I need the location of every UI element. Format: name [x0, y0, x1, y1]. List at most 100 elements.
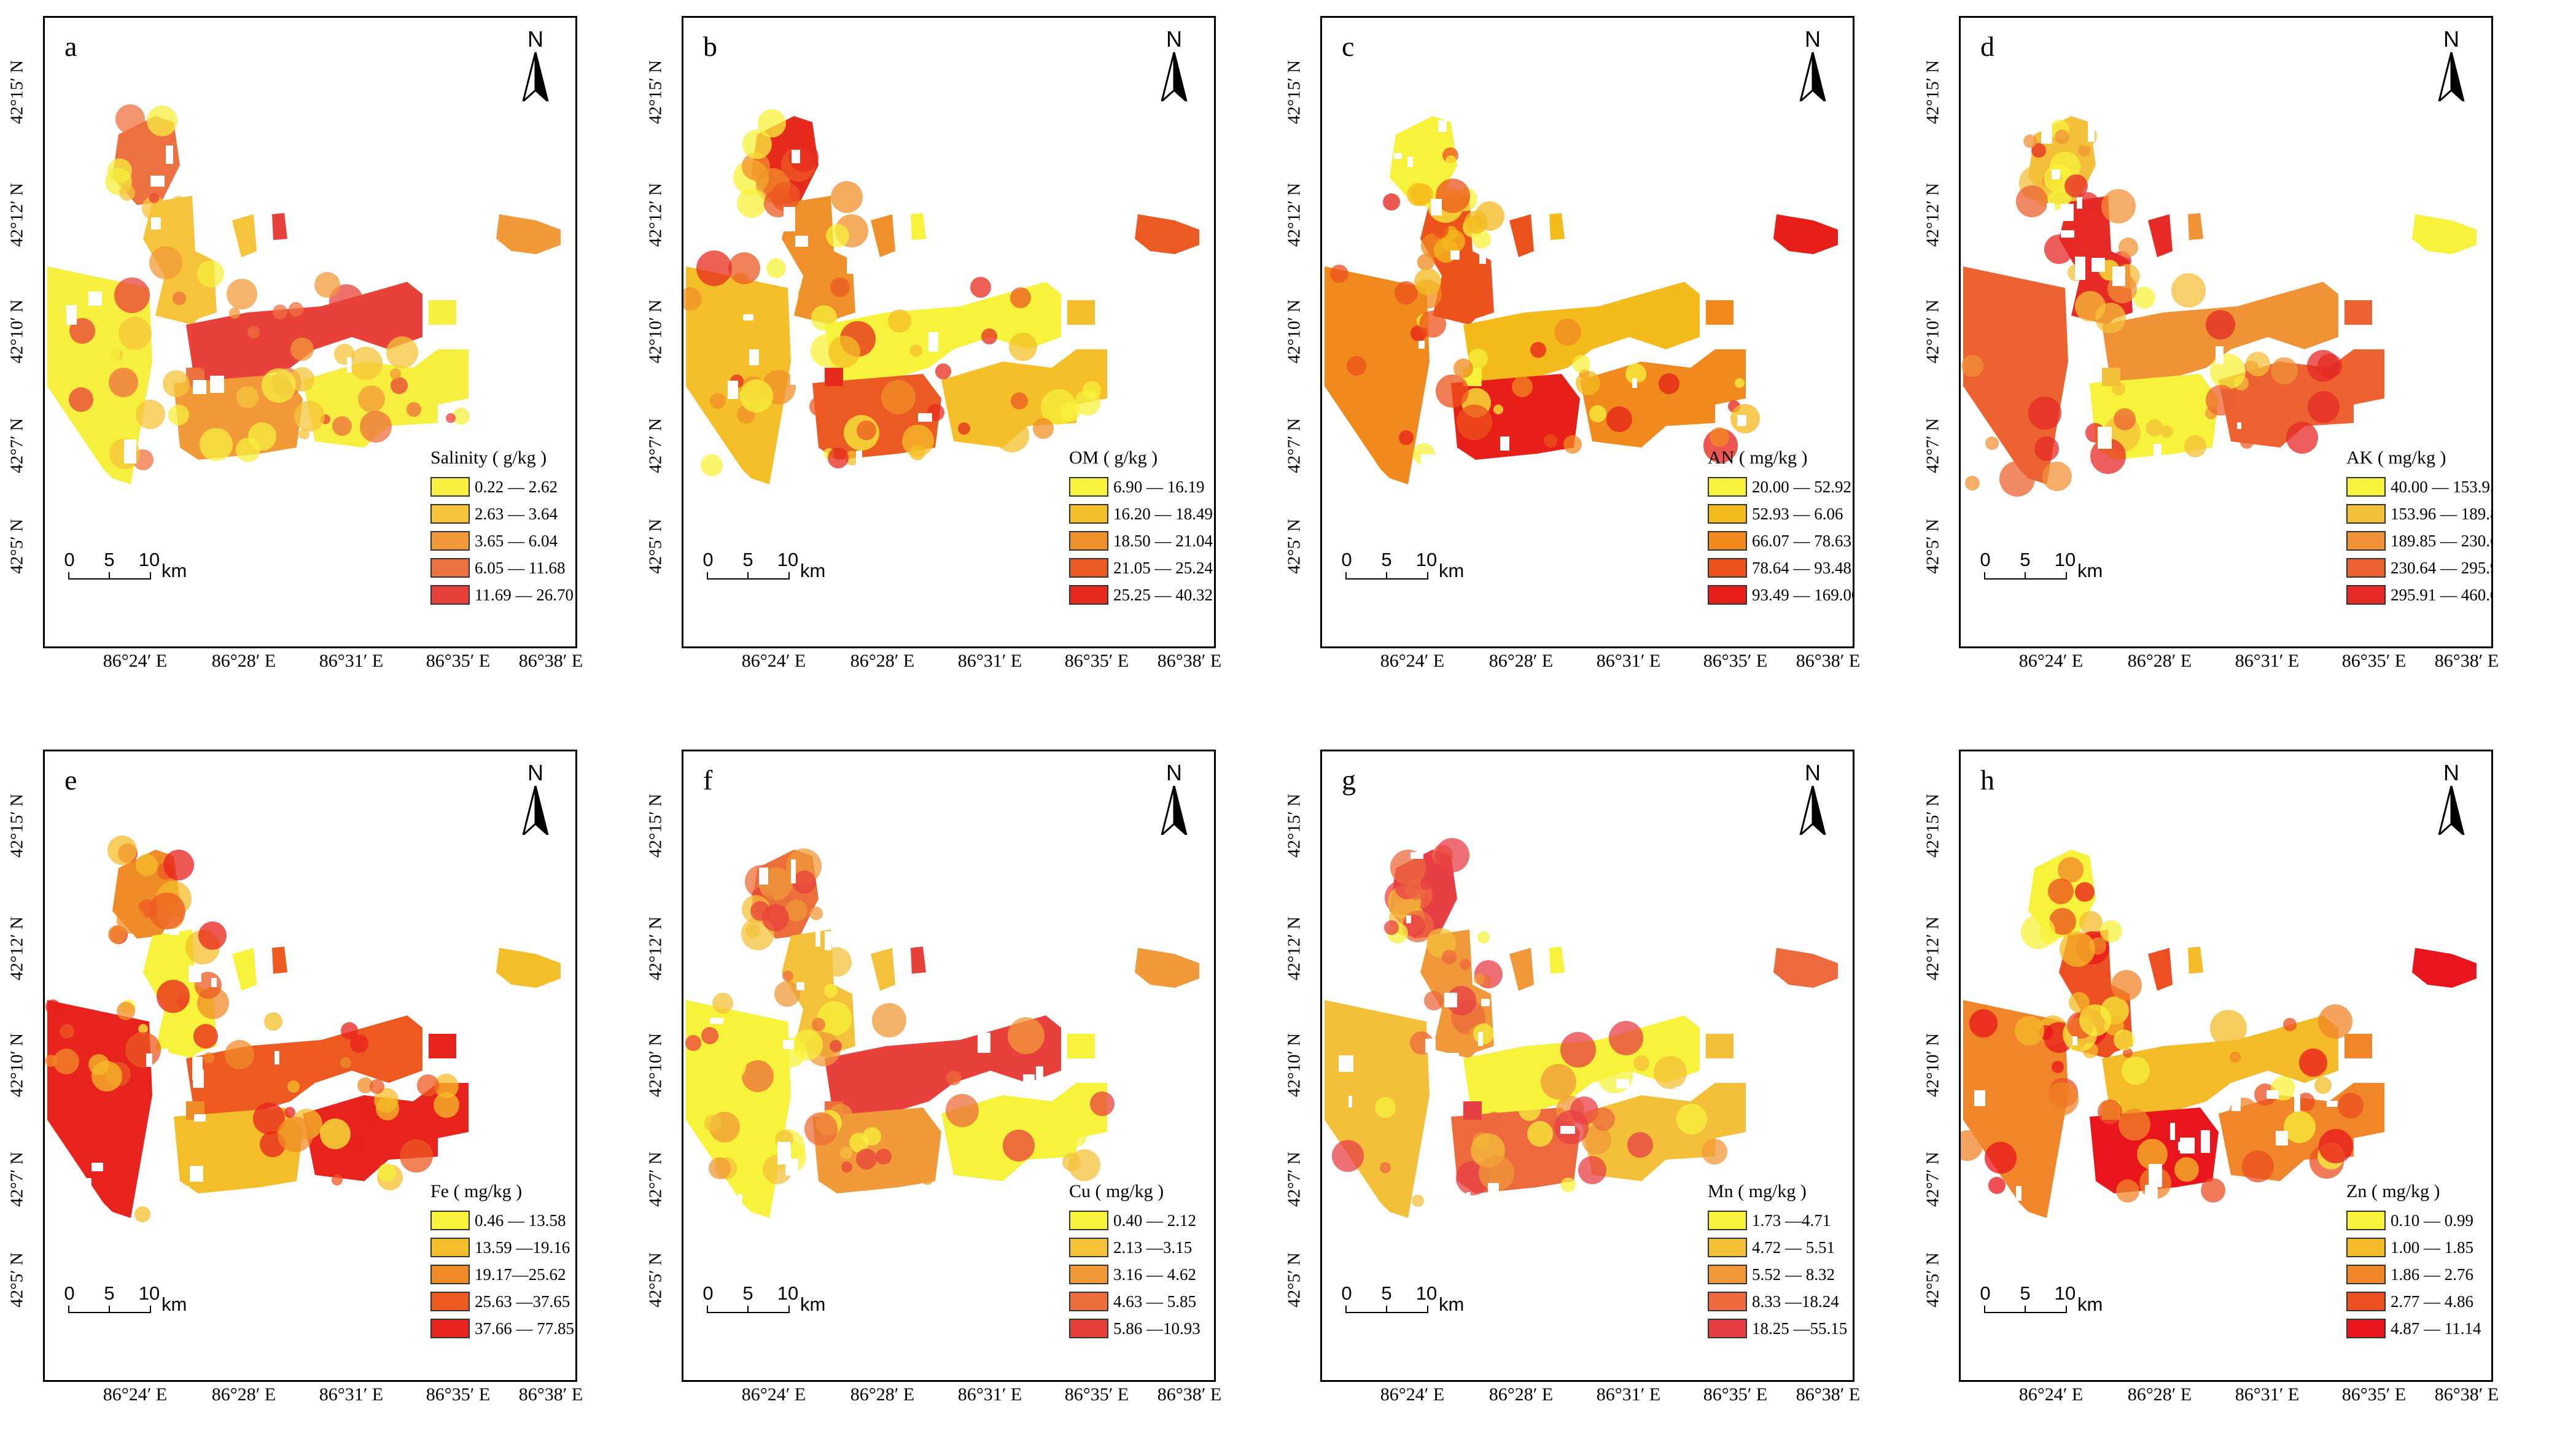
map-patch — [2286, 422, 2318, 454]
map-patch — [1560, 1032, 1596, 1068]
map-patch — [1474, 974, 1485, 985]
legend-item: 3.16 — 4.62 — [1069, 1261, 1214, 1288]
map-patch — [785, 899, 807, 921]
legend-class-label: 4.63 — 5.85 — [1113, 1292, 1196, 1311]
scale-tick — [2066, 1306, 2067, 1313]
x-tick-label: 86°24′ E — [2018, 651, 2084, 671]
map-gap — [274, 1051, 279, 1065]
scale-label-0: 0 — [1341, 1282, 1352, 1304]
scale-label-10: 10 — [777, 1282, 799, 1304]
map-patch — [793, 871, 816, 894]
scale-tick — [109, 1306, 110, 1313]
map-region — [911, 947, 926, 974]
map-frame: g N Mn ( mg/kg ) 1.73 —4.71 4.72 — 5.51 5.… — [1320, 750, 1854, 1382]
legend-item: 52.93 — 6.06 — [1708, 500, 1853, 527]
map-patch — [173, 292, 186, 305]
map-patch — [1420, 879, 1431, 890]
x-tick-label: 86°35′ E — [1064, 1384, 1129, 1405]
map-patch — [1961, 355, 1983, 377]
map-region — [1706, 1034, 1734, 1058]
map-patch — [2119, 1109, 2150, 1141]
map-patch — [287, 1080, 300, 1093]
map-patch — [1424, 991, 1444, 1010]
map-patch — [685, 1035, 701, 1051]
scale-bar: 0 5 10 km — [63, 549, 187, 586]
scale-unit: km — [161, 560, 187, 581]
map-patch — [1435, 838, 1469, 872]
legend-swatch — [430, 1319, 470, 1338]
legend-item: 93.49 — 169.00 — [1708, 581, 1853, 608]
map-patch — [1961, 1130, 1983, 1161]
map-gap — [66, 305, 77, 325]
map-frame: b N OM ( g/kg ) 6.90 — 16.19 16.20 — 18.4… — [682, 16, 1216, 648]
map-patch — [329, 284, 364, 319]
x-tick-label: 86°28′ E — [2127, 1384, 2192, 1405]
map-patch — [1573, 355, 1591, 373]
north-arrow: N — [2430, 26, 2473, 104]
map-patch — [2049, 908, 2076, 935]
north-label: N — [2443, 26, 2459, 52]
map-region — [825, 1015, 1061, 1120]
map-canvas — [1325, 838, 1838, 1218]
map-patch — [2079, 1004, 2111, 1036]
map-gap — [1394, 153, 1402, 159]
map-patch — [332, 1174, 343, 1185]
map-gap — [87, 478, 98, 486]
map-patch — [320, 1119, 351, 1149]
map-patch — [1477, 931, 1490, 944]
map-patch — [921, 1173, 933, 1185]
map-gap — [1423, 415, 1438, 431]
legend-swatch — [2346, 558, 2386, 578]
legend-swatch — [1708, 1211, 1747, 1230]
map-patch — [378, 1163, 396, 1182]
scale-bar: 0 5 10 km — [702, 549, 825, 586]
map-patch — [2133, 287, 2155, 309]
scale-label-10: 10 — [2054, 1282, 2076, 1304]
map-gap — [1036, 1066, 1043, 1081]
legend-rows: 0.46 — 13.58 13.59 —19.16 19.17—25.62 25.63… — [430, 1207, 575, 1342]
map-patch — [163, 370, 190, 397]
map-region — [2102, 368, 2120, 386]
map-gap — [1479, 250, 1486, 264]
y-tick-label: 42°10′ N — [1284, 1033, 1304, 1098]
legend-class-label: 4.87 — 11.14 — [2391, 1319, 2481, 1338]
map-patch — [782, 971, 793, 982]
x-tick-label: 86°31′ E — [319, 651, 384, 671]
scale-tick — [68, 1306, 69, 1313]
map-patch — [366, 1113, 378, 1125]
scale-label-5: 5 — [2020, 1282, 2031, 1304]
y-tick-label: 42°5′ N — [7, 519, 27, 574]
map-canvas — [45, 836, 561, 1222]
map-gap — [193, 380, 206, 394]
map-patch — [910, 344, 922, 357]
map-patch — [2146, 419, 2163, 436]
map-canvas — [1961, 116, 2477, 497]
legend-swatch — [430, 477, 470, 497]
legend-class-label: 78.64 — 93.48 — [1752, 558, 1851, 577]
legend-item: 18.50 — 21.04 — [1069, 527, 1214, 554]
map-patch — [2240, 435, 2254, 449]
map-panel-f: f N Cu ( mg/kg ) 0.40 — 2.12 2.13 —3.15 3.… — [639, 734, 1228, 1405]
map-canvas — [683, 109, 1199, 495]
map-patch — [746, 290, 765, 309]
map-gap — [210, 376, 224, 393]
map-gap — [2072, 1036, 2077, 1045]
north-label: N — [1805, 760, 1821, 785]
x-tick-label: 86°38′ E — [518, 1384, 583, 1405]
north-label: N — [527, 26, 543, 52]
y-tick-label: 42°12′ N — [1923, 916, 1943, 981]
legend-swatch — [1708, 477, 1747, 497]
legend-swatch — [430, 585, 470, 605]
legend-item: 16.20 — 18.49 — [1069, 500, 1214, 527]
map-patch — [1570, 1096, 1598, 1125]
map-patch — [114, 277, 150, 313]
legend-item: 20.00 — 52.92 — [1708, 473, 1853, 500]
map-gap — [169, 929, 179, 935]
map-frame: e N Fe ( mg/kg ) 0.46 — 13.58 13.59 —19.1… — [43, 750, 577, 1382]
map-patch — [136, 400, 165, 429]
map-gap — [1974, 1090, 1985, 1106]
scale-tick — [1427, 572, 1428, 580]
map-patch — [360, 411, 392, 443]
map-patch — [696, 250, 732, 286]
map-patch — [225, 1040, 254, 1069]
